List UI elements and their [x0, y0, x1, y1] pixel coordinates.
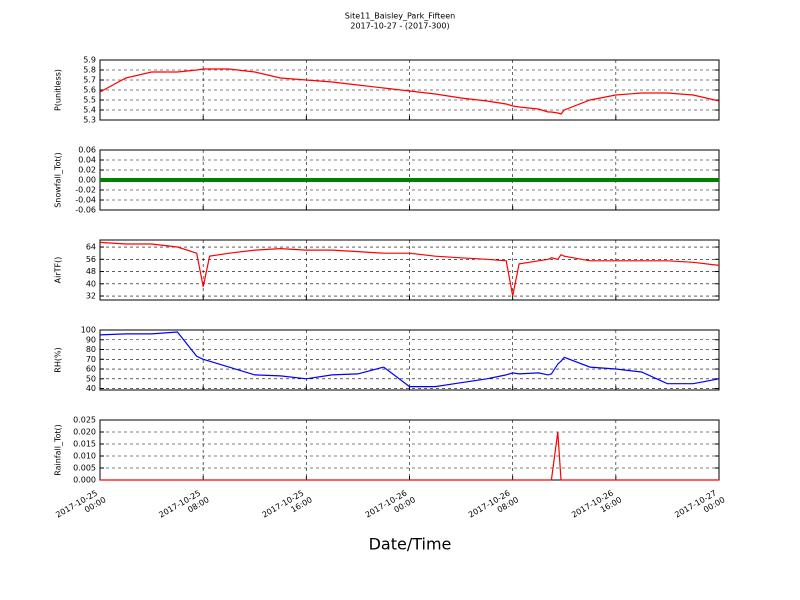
- y-tick-label: -0.04: [75, 196, 96, 205]
- y-tick-label: 5.9: [83, 56, 96, 65]
- y-tick-label: 0.02: [78, 166, 96, 175]
- data-line: [99, 331, 720, 388]
- y-tick-label: 5.6: [83, 86, 96, 95]
- y-tick-label: 0.04: [78, 156, 96, 165]
- y-tick-label: 0.015: [73, 440, 96, 449]
- plot-frame: [99, 239, 720, 301]
- y-tick-label: 0.000: [73, 476, 96, 485]
- y-tick-label: 48: [86, 267, 96, 276]
- y-axis-label: AirTF(): [54, 257, 63, 284]
- y-tick-label: 5.5: [83, 96, 96, 105]
- y-tick-label: 50: [86, 374, 96, 383]
- y-axis-label: Snowfall_Tot(): [54, 152, 63, 208]
- y-tick-label: 60: [86, 365, 96, 374]
- y-tick-label: 40: [86, 279, 96, 288]
- y-tick-label: 0.020: [73, 428, 96, 437]
- y-tick-label: 0.00: [78, 176, 96, 185]
- y-tick-label: 5.7: [83, 76, 96, 85]
- x-tick-label: 2017-10-2600:00: [364, 486, 417, 528]
- y-tick-label: 90: [86, 335, 96, 344]
- y-tick-label: 56: [86, 255, 96, 264]
- x-tick-label: 2017-10-2608:00: [467, 486, 520, 528]
- x-tick-label: 2017-10-2516:00: [260, 486, 313, 528]
- x-tick-label: 2017-10-2500:00: [54, 486, 107, 528]
- chart-title: Site11_Baisley_Park_Fifteen: [345, 12, 455, 21]
- chart-subtitle: 2017-10-27 - (2017-300): [350, 22, 449, 31]
- y-axis-label: P(unitless): [54, 69, 63, 111]
- y-tick-label: 5.3: [83, 116, 96, 125]
- y-tick-label: 32: [86, 292, 96, 301]
- y-tick-label: 5.8: [83, 66, 96, 75]
- x-tick-label: 2017-10-2616:00: [570, 486, 623, 528]
- y-tick-label: -0.02: [75, 186, 96, 195]
- data-line: [99, 68, 720, 115]
- y-tick-label: 100: [81, 326, 96, 335]
- y-tick-label: 80: [86, 345, 96, 354]
- y-tick-label: 0.010: [73, 452, 96, 461]
- y-axis-label: RH(%): [54, 347, 63, 372]
- y-tick-label: -0.06: [75, 206, 96, 215]
- y-tick-label: 40: [86, 384, 96, 393]
- x-tick-label: 2017-10-2700:00: [673, 486, 726, 528]
- plot-frame: [99, 59, 720, 121]
- plot-frame: [99, 329, 720, 391]
- data-line: [99, 241, 720, 297]
- y-tick-label: 0.005: [73, 464, 96, 473]
- data-line: [100, 431, 719, 481]
- y-tick-label: 0.025: [73, 416, 96, 425]
- y-tick-label: 0.06: [78, 146, 96, 155]
- x-tick-label: 2017-10-2508:00: [157, 486, 210, 528]
- y-tick-label: 70: [86, 355, 96, 364]
- y-tick-label: 5.4: [83, 106, 96, 115]
- y-tick-label: 64: [86, 243, 96, 252]
- x-axis-label: Date/Time: [369, 535, 452, 554]
- y-axis-label: Rainfall_Tot(): [54, 424, 63, 476]
